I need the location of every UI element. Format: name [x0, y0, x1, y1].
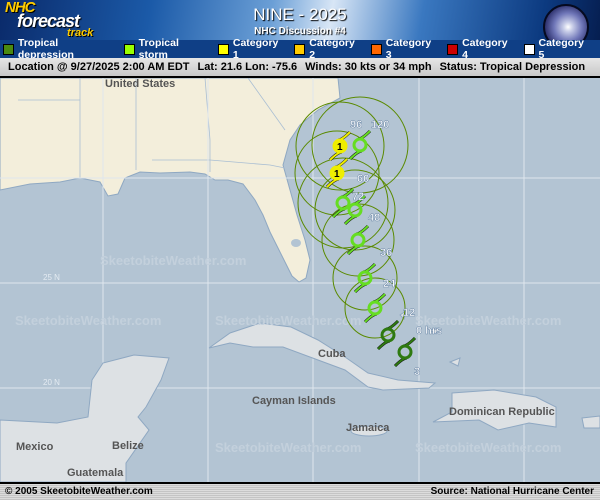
watermark: SkeetobiteWeather.com: [100, 253, 246, 268]
label-dominican-republic: Dominican Republic: [449, 406, 555, 418]
storm-symbol-icon: [376, 319, 400, 351]
storm-symbol-icon: 1: [328, 130, 352, 162]
cone-circle: [314, 169, 396, 251]
forecast-hour-label: 3: [414, 366, 420, 378]
storm-symbol-icon: [363, 292, 387, 324]
storm-symbol-icon: [393, 336, 417, 368]
storm-symbol-icon: [346, 224, 370, 256]
state-borders: [18, 78, 286, 178]
status-latlon: Lat: 21.6 Lon: -75.6: [197, 61, 298, 73]
cuba-land: [208, 322, 437, 391]
storm-symbol-icon: [348, 129, 372, 161]
label-cuba: Cuba: [318, 348, 346, 360]
bahamas-islands: [399, 309, 461, 367]
legend-item: Category 4: [447, 37, 515, 61]
storm-symbol-icon: [331, 187, 355, 219]
puerto-rico-land: [581, 415, 600, 429]
watermark: SkeetobiteWeather.com: [215, 440, 361, 455]
discussion-subtitle: NHC Discussion #4: [254, 26, 346, 37]
watermark: SkeetobiteWeather.com: [415, 313, 561, 328]
category-legend: Tropical depression Tropical storm Categor…: [0, 37, 600, 61]
label-25n: 25 N: [43, 273, 60, 282]
forecast-hour-label: 12: [403, 307, 415, 319]
status-bar: Location @ 9/27/2025 2:00 AM EDT Lat: 21…: [0, 58, 600, 77]
legend-swatch: [218, 43, 229, 55]
forecast-hour-label: 72: [352, 191, 364, 203]
label-20n: 20 N: [43, 378, 60, 387]
storm-symbol-icon: [353, 262, 377, 294]
jamaica-land: [350, 425, 388, 437]
label-guatemala: Guatemala: [67, 467, 124, 479]
cone-circle: [344, 277, 406, 339]
legend-label: Category 4: [462, 37, 508, 61]
storm-title: NINE - 2025: [253, 5, 347, 24]
copyright-text: © 2005 SkeetobiteWeather.com: [5, 486, 153, 497]
legend-swatch: [447, 43, 459, 55]
storm-symbol-icon: 1: [325, 157, 349, 189]
forecast-hour-label: 48: [368, 212, 380, 224]
watermark: SkeetobiteWeather.com: [415, 440, 561, 455]
legend-label: Category 3: [385, 37, 432, 61]
cone-circle: [295, 101, 385, 191]
legend-swatch: [123, 43, 135, 55]
logo-track: track: [67, 27, 94, 39]
label-mexico: Mexico: [16, 441, 54, 453]
forecast-hour-label: 60: [357, 173, 369, 185]
legend-label: Category 1: [232, 37, 279, 61]
logo-nhc: NHC: [5, 0, 35, 16]
watermarks: SkeetobiteWeather.com SkeetobiteWeather.…: [15, 253, 561, 455]
forecast-map: SkeetobiteWeather.com SkeetobiteWeather.…: [0, 78, 600, 482]
label-cayman-islands: Cayman Islands: [252, 395, 336, 407]
us-land: [0, 78, 341, 283]
header-banner: NHC forecast track NINE - 2025 NHC Discu…: [0, 0, 600, 40]
forecast-hour-label: 24: [383, 278, 396, 290]
label-united-states: United States: [105, 78, 175, 90]
status-location: Location @ 9/27/2025 2:00 AM EDT: [8, 61, 190, 73]
status-winds: Winds: 30 kts or 34 mph: [305, 61, 432, 73]
logo-forecast: forecast: [17, 11, 80, 31]
source-text: Source: National Hurricane Center: [430, 486, 594, 497]
label-jamaica: Jamaica: [346, 422, 390, 434]
status-state: Status: Tropical Depression: [439, 61, 586, 73]
forecast-hour-label: 96: [350, 119, 362, 131]
hispaniola-land: [432, 389, 557, 431]
legend-label: Category 5: [538, 37, 585, 61]
category-number: 1: [337, 142, 343, 153]
category-number: 1: [334, 169, 340, 180]
nhc-forecast-track-logo: NHC forecast track: [5, 0, 125, 40]
legend-swatch: [294, 43, 306, 55]
legend-swatch: [3, 43, 14, 55]
legend-label: Category 2: [309, 37, 355, 61]
watermark: SkeetobiteWeather.com: [215, 313, 361, 328]
forecast-hour-label: 0 hrs: [416, 325, 442, 337]
legend-item: Category 1: [218, 37, 286, 61]
cone-circle: [311, 96, 409, 194]
yucatan-land: [0, 354, 170, 482]
storm-symbol-icon: [343, 194, 367, 226]
watermark: SkeetobiteWeather.com: [15, 313, 161, 328]
cone-circle: [297, 157, 389, 249]
cone-circle: [332, 245, 398, 311]
legend-swatch: [370, 43, 382, 55]
legend-item: Category 2: [294, 37, 362, 61]
lake-okeechobee: [291, 239, 301, 247]
footer-bar: © 2005 SkeetobiteWeather.com Source: Nat…: [0, 482, 600, 500]
forecast-hour-label: 36: [380, 247, 392, 259]
forecast-hour-label: 120: [371, 119, 389, 131]
legend-item: Category 5: [523, 37, 592, 61]
legend-swatch: [523, 43, 535, 55]
legend-item: Category 3: [370, 37, 439, 61]
label-belize: Belize: [112, 440, 144, 452]
